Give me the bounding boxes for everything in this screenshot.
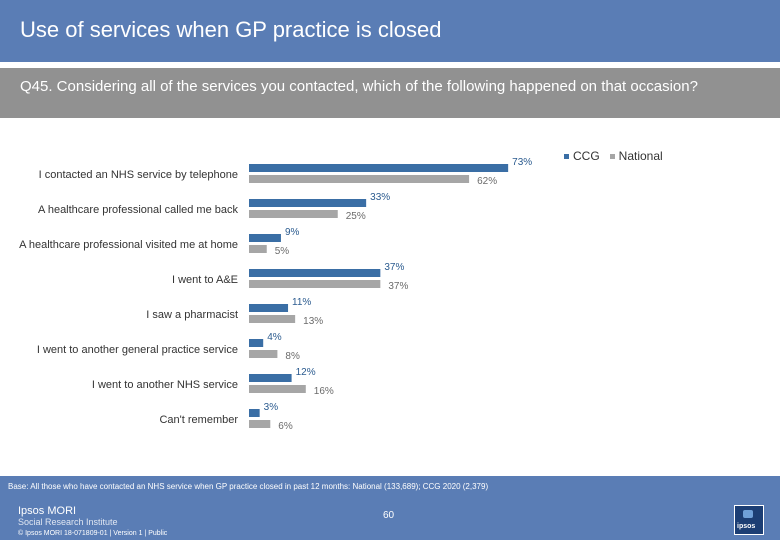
data-label-national: 62% [477,176,497,187]
bar-chart: I contacted an NHS service by telephone 7… [19,157,532,432]
chart-legend: CCG National [564,149,663,163]
data-label-ccg: 3% [264,402,279,413]
data-label-national: 8% [285,351,300,362]
brand-name: Ipsos MORI [18,505,77,517]
bar-national [249,315,296,323]
logo-mark [743,510,753,518]
legend-label-national: National [618,149,663,163]
data-label-national: 37% [388,281,408,292]
legend-item-national: National [609,149,663,163]
category-label: I went to A&E [172,274,238,286]
data-label-ccg: 11% [292,297,311,308]
bar-national [249,245,267,253]
copyright-text: © Ipsos MORI 18-071809-01 | Version 1 | … [18,530,168,537]
logo-text: ipsos [737,523,756,530]
data-label-national: 13% [303,316,323,327]
data-label-national: 5% [275,246,290,257]
bar-national [249,210,338,218]
data-label-ccg: 9% [285,227,300,238]
header-bar: Use of services when GP practice is clos… [0,0,780,63]
data-label-ccg: 73% [512,157,532,168]
bar-ccg [249,304,289,312]
data-label-national: 16% [314,386,334,397]
category-label: Can't remember [159,414,238,426]
legend-swatch-national [609,153,615,159]
data-label-national: 6% [278,421,293,432]
data-label-national: 25% [346,211,366,222]
legend-swatch-ccg [564,153,569,159]
brand-logo-text: Ipsos MORI Social Research Institute [18,506,118,528]
data-label-ccg: 33% [370,192,390,203]
category-label: I saw a pharmacist [146,309,238,321]
bar-national [249,350,278,358]
legend-label-ccg: CCG [573,149,600,163]
bar-ccg [249,269,381,277]
category-label: A healthcare professional visited me at … [19,239,238,251]
category-label: I contacted an NHS service by telephone [39,169,238,181]
bar-national [249,420,271,428]
category-label: I went to another NHS service [92,379,238,391]
bar-ccg [249,199,367,207]
category-label: A healthcare professional called me back [38,204,238,216]
data-label-ccg: 4% [267,332,282,343]
bar-national [249,385,306,393]
bar-ccg [249,374,292,382]
legend-item-ccg: CCG [564,149,600,163]
category-label: I went to another general practice servi… [37,344,238,356]
ipsos-logo-icon: ipsos [734,505,764,535]
bar-national [249,175,470,183]
base-note: Base: All those who have contacted an NH… [8,482,489,491]
bar-ccg [249,234,281,242]
footer-band [0,476,780,540]
bar-national [249,280,381,288]
page-title: Use of services when GP practice is clos… [20,17,442,42]
bar-ccg [249,409,260,417]
bar-ccg [249,164,509,172]
question-band: Q45. Considering all of the services you… [0,68,780,118]
brand-subtitle: Social Research Institute [18,517,118,527]
question-text: Q45. Considering all of the services you… [20,78,698,95]
data-label-ccg: 37% [384,262,404,273]
bar-ccg [249,339,264,347]
page-number: 60 [383,510,395,521]
data-label-ccg: 12% [296,367,316,378]
